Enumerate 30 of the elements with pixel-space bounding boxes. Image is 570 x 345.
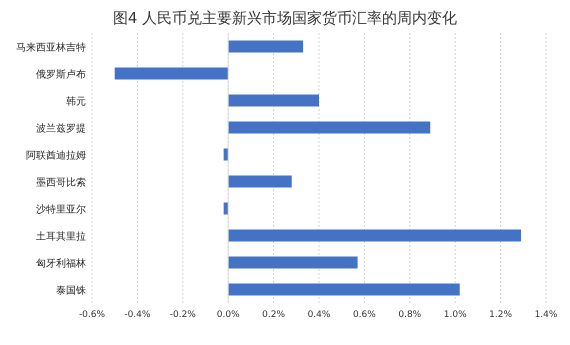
x-tick-label: -0.2% <box>170 310 196 320</box>
x-tick-label: 0.8% <box>398 310 422 320</box>
x-tick-label: 1.0% <box>444 310 468 320</box>
bar <box>228 230 522 242</box>
x-tick-label: 0.0% <box>216 310 240 320</box>
y-tick-label: 匈牙利福林 <box>36 258 86 270</box>
x-tick-label: -0.4% <box>124 310 151 320</box>
y-tick-label: 泰国铢 <box>56 284 86 296</box>
bar <box>114 68 228 80</box>
y-tick-label: 沙特里亚尔 <box>36 204 86 216</box>
bar <box>228 284 460 296</box>
bar <box>228 94 319 106</box>
x-tick-label: 0.6% <box>352 310 376 320</box>
x-tick-label: -0.6% <box>78 310 106 320</box>
y-tick-label: 俄罗斯卢布 <box>36 68 86 80</box>
y-tick-label: 土耳其里拉 <box>36 230 86 242</box>
bar <box>228 256 358 268</box>
y-tick-label: 阿联酋迪拉姆 <box>26 150 86 162</box>
x-tick-label: 0.2% <box>262 310 286 320</box>
y-tick-label: 波兰兹罗提 <box>36 122 86 134</box>
x-tick-label: 1.2% <box>489 310 512 320</box>
y-tick-label: 墨西哥比索 <box>36 176 86 188</box>
bar <box>228 40 304 52</box>
chart-title: 图4 人民币兑主要新兴市场国家货币汇率的周内变化 <box>112 9 458 27</box>
x-tick-label: 0.4% <box>308 310 331 320</box>
bar <box>228 176 292 188</box>
bar <box>228 122 430 134</box>
x-tick-label: 1.4% <box>534 310 558 320</box>
y-tick-label: 马来西亚林吉特 <box>16 42 86 54</box>
y-tick-label: 韩元 <box>66 96 86 108</box>
